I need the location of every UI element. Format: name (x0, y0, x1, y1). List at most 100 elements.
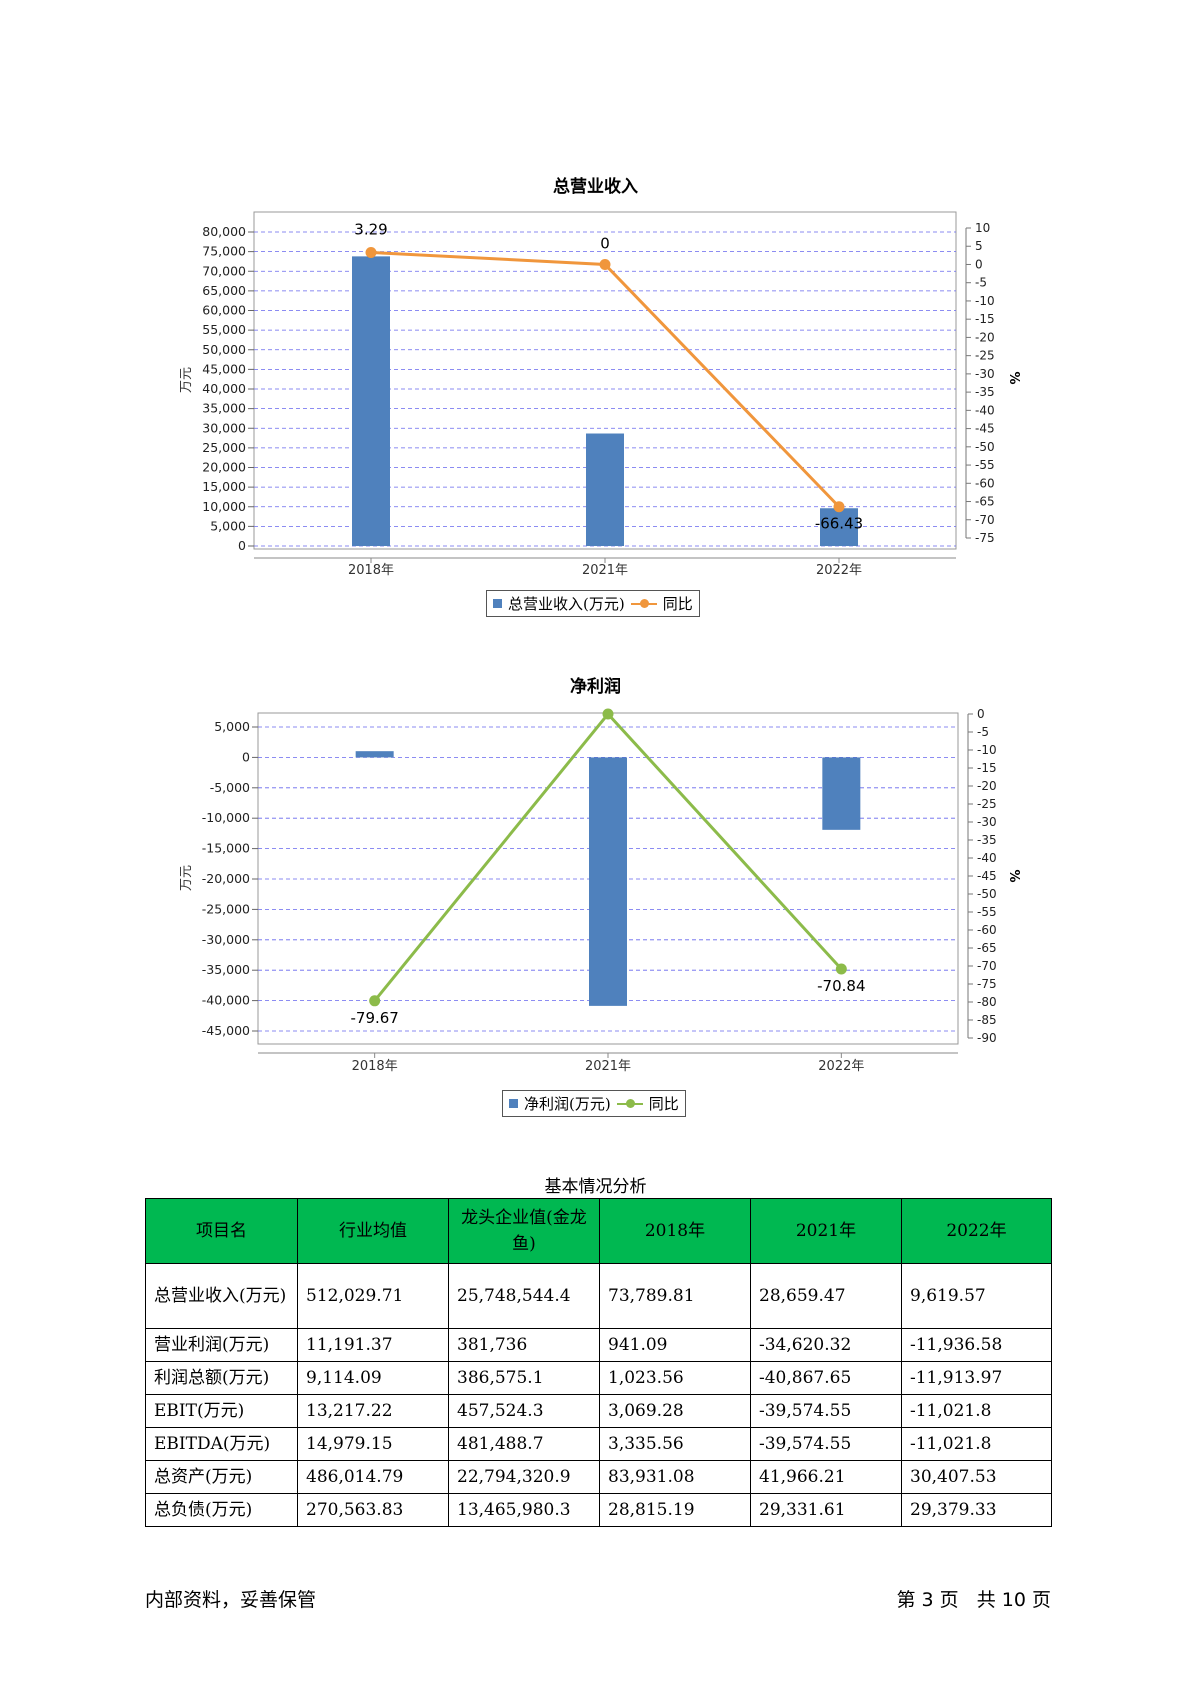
x-tick-label: 2022年 (818, 1059, 864, 1074)
bar (822, 757, 861, 830)
y-tick-label: -30,000 (202, 932, 250, 947)
y-tick-label: 5,000 (210, 518, 246, 533)
y2-tick-label: -50 (977, 887, 997, 901)
chart-2-title: 净利润 (570, 677, 621, 697)
table-cell: 总资产(万元) (145, 1460, 298, 1494)
table-cell: 457,524.3 (448, 1394, 600, 1428)
table-cell: 28,815.19 (599, 1493, 751, 1527)
table-row: EBITDA(万元) 14,979.15 481,488.7 3,335.56 … (145, 1427, 1052, 1461)
y2-tick-label: -5 (975, 276, 987, 290)
y2-tick-label: -20 (977, 779, 997, 793)
y-tick-label: 25,000 (202, 440, 246, 455)
y2-tick-label: -45 (975, 422, 995, 436)
chart-net-profit: 5,000 0 -5,000 -10,000 -15,000 -20,000 -25,000… (179, 707, 1021, 1074)
bar (820, 508, 858, 546)
table-cell: 9,619.57 (901, 1263, 1052, 1329)
data-label: -70.84 (817, 977, 865, 995)
table-cell: EBITDA(万元) (145, 1427, 298, 1461)
x-tick-label: 2021年 (585, 1059, 631, 1074)
table-cell: 386,575.1 (448, 1361, 600, 1395)
legend-bar-swatch (509, 1099, 518, 1108)
table-cell: 25,748,544.4 (448, 1263, 600, 1329)
table-cell: 13,217.22 (297, 1394, 449, 1428)
table-cell: 73,789.81 (599, 1263, 751, 1329)
legend-line-swatch (630, 598, 657, 609)
bar (352, 256, 390, 546)
line-point (599, 258, 611, 270)
y-tick-label: 80,000 (202, 224, 246, 239)
table-cell: 总营业收入(万元) (145, 1263, 298, 1329)
table-cell: -11,913.97 (901, 1361, 1052, 1395)
header-cell: 龙头企业值(金龙鱼) (448, 1198, 600, 1264)
table-cell: 28,659.47 (750, 1263, 902, 1329)
y2-tick-label: -55 (977, 905, 997, 919)
table-cell: -39,574.55 (750, 1394, 902, 1428)
y2-tick-label: -75 (977, 977, 997, 991)
y-tick-label: -45,000 (202, 1023, 250, 1038)
y2-tick-label: -40 (977, 851, 997, 865)
y2-tick-label: -30 (975, 367, 995, 381)
y2-tick-label: -90 (977, 1031, 997, 1045)
legend-line-label: 同比 (648, 1095, 679, 1113)
table-cell: 41,966.21 (750, 1460, 902, 1494)
y2-tick-label: 0 (977, 707, 985, 721)
chart-2-legend: 净利润(万元) 同比 (502, 1090, 686, 1117)
y2-tick-label: 0 (975, 257, 983, 271)
table-cell: -40,867.65 (750, 1361, 902, 1395)
bar (589, 757, 627, 1006)
table-header-row: 项目名 行业均值 龙头企业值(金龙鱼) 2018年 2021年 2022年 (145, 1198, 1052, 1264)
y-tick-label: 50,000 (202, 342, 246, 357)
footer-page-number: 第 3 页 共 10 页 (896, 1589, 1051, 1611)
table-cell: 总负债(万元) (145, 1493, 298, 1527)
x-tick-label: 2022年 (816, 563, 862, 578)
header-cell: 2022年 (901, 1198, 1052, 1264)
y2-tick-label: -25 (975, 349, 995, 363)
legend-bar-label: 净利润(万元) (524, 1095, 611, 1113)
y-tick-label: 20,000 (202, 460, 246, 475)
y2-tick-label: -60 (975, 476, 995, 490)
y2-tick-label: -15 (975, 312, 995, 326)
y2-tick-label: -85 (977, 1013, 997, 1027)
table-row: 总资产(万元) 486,014.79 22,794,320.9 83,931.0… (145, 1460, 1052, 1494)
table-cell: 14,979.15 (297, 1427, 449, 1461)
y2-tick-label: -70 (975, 513, 995, 527)
y-tick-label: -5,000 (210, 780, 250, 795)
y-tick-label: -35,000 (202, 962, 250, 977)
table-cell: 利润总额(万元) (145, 1361, 298, 1395)
table-cell: 9,114.09 (297, 1361, 449, 1395)
table-cell: -11,021.8 (901, 1427, 1052, 1461)
basic-analysis-table: 项目名 行业均值 龙头企业值(金龙鱼) 2018年 2021年 2022年 总营… (145, 1198, 1052, 1527)
table-cell: 30,407.53 (901, 1460, 1052, 1494)
line-point (833, 501, 845, 513)
line-point (602, 708, 614, 720)
y2-tick-label: 10 (975, 221, 990, 235)
table-cell: 22,794,320.9 (448, 1460, 600, 1494)
y2-tick-label: -30 (977, 815, 997, 829)
line-point (369, 995, 381, 1007)
table-cell: -11,936.58 (901, 1328, 1052, 1362)
table-row: 利润总额(万元) 9,114.09 386,575.1 1,023.56 -40… (145, 1361, 1052, 1395)
header-cell: 2021年 (750, 1198, 902, 1264)
header-cell: 2018年 (599, 1198, 751, 1264)
legend-bar-label: 总营业收入(万元) (508, 595, 625, 613)
line-point (835, 963, 847, 975)
table-cell: 486,014.79 (297, 1460, 449, 1494)
y-tick-label: 10,000 (202, 499, 246, 514)
table-cell: 13,465,980.3 (448, 1493, 600, 1527)
table-cell: 29,331.61 (750, 1493, 902, 1527)
header-cell: 行业均值 (297, 1198, 449, 1264)
y2-tick-label: -10 (975, 294, 995, 308)
y-tick-label: -20,000 (202, 871, 250, 886)
table-row: 总负债(万元) 270,563.83 13,465,980.3 28,815.1… (145, 1493, 1052, 1527)
table-row: 营业利润(万元) 11,191.37 381,736 941.09 -34,62… (145, 1328, 1052, 1362)
table-row: 总营业收入(万元) 512,029.71 25,748,544.4 73,789… (145, 1263, 1052, 1329)
y2-tick-label: -65 (977, 941, 997, 955)
legend-line-swatch (616, 1098, 643, 1109)
y2-axis-label: % (1006, 869, 1021, 882)
y-tick-label: 0 (238, 538, 246, 553)
legend-line-label: 同比 (662, 595, 693, 613)
table-cell: -11,021.8 (901, 1394, 1052, 1428)
data-label: 3.29 (354, 220, 387, 238)
line-point (365, 246, 377, 258)
y2-tick-label: -20 (975, 330, 995, 344)
